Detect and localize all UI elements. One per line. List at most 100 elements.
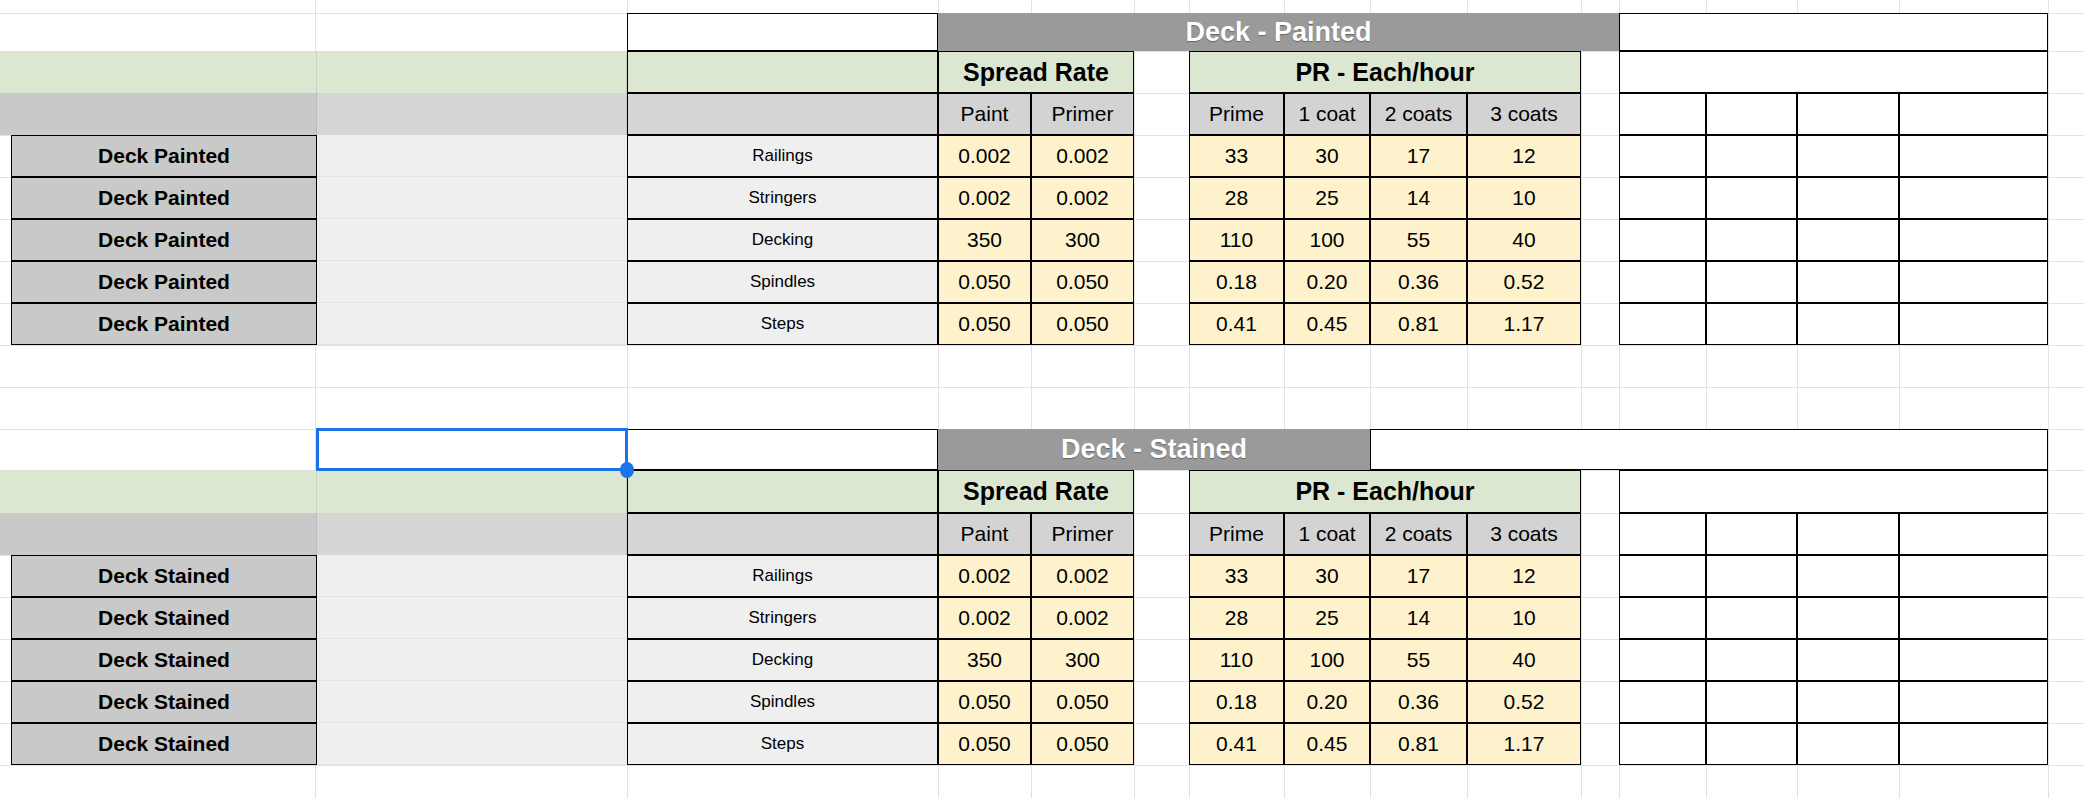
fill-cell[interactable] [317,303,627,345]
fill-cell[interactable] [317,177,627,219]
fill-cell[interactable] [0,51,317,93]
value-cell[interactable]: 33 [1189,135,1284,177]
col-head-paint[interactable]: Paint [938,513,1031,555]
row-label-cell[interactable]: Deck Stained [11,723,317,765]
value-cell[interactable]: 0.002 [1031,597,1134,639]
empty-cell[interactable] [1706,639,1797,681]
empty-cell[interactable] [1619,723,1706,765]
empty-cell[interactable] [1619,135,1706,177]
empty-cell[interactable] [1899,261,2048,303]
value-cell[interactable]: 300 [1031,639,1134,681]
value-cell[interactable]: 25 [1284,177,1370,219]
empty-cell[interactable] [1619,597,1706,639]
value-cell[interactable]: 12 [1467,135,1581,177]
empty-cell[interactable] [1797,261,1899,303]
value-cell[interactable]: 0.45 [1284,303,1370,345]
value-cell[interactable]: 10 [1467,597,1581,639]
value-cell[interactable]: 0.002 [1031,555,1134,597]
item-cell[interactable]: Stringers [627,597,938,639]
empty-cell[interactable] [1619,261,1706,303]
empty-cell[interactable] [1619,681,1706,723]
row-label-cell[interactable]: Deck Stained [11,639,317,681]
fill-cell[interactable] [317,555,627,597]
fill-cell[interactable] [317,513,627,555]
col-head-paint[interactable]: Paint [938,93,1031,135]
col-head-1coat[interactable]: 1 coat [1284,513,1370,555]
empty-cell[interactable] [1619,303,1706,345]
empty-cell[interactable] [1619,555,1706,597]
fill-cell[interactable] [0,93,317,135]
empty-cell[interactable] [1706,555,1797,597]
value-cell[interactable]: 350 [938,219,1031,261]
empty-cell[interactable] [1619,470,2048,513]
empty-cell[interactable] [1706,723,1797,765]
fill-cell[interactable] [317,51,627,93]
value-cell[interactable]: 0.050 [1031,303,1134,345]
item-cell[interactable]: Railings [627,135,938,177]
empty-cell[interactable] [1706,219,1797,261]
fill-cell[interactable] [627,513,938,555]
value-cell[interactable]: 100 [1284,219,1370,261]
empty-cell[interactable] [1706,513,1797,555]
value-cell[interactable]: 0.36 [1370,261,1467,303]
value-cell[interactable]: 0.002 [938,555,1031,597]
value-cell[interactable]: 0.002 [938,177,1031,219]
value-cell[interactable]: 0.002 [938,135,1031,177]
value-cell[interactable]: 0.050 [938,261,1031,303]
value-cell[interactable]: 28 [1189,597,1284,639]
spread-rate-header[interactable]: Spread Rate [938,51,1134,93]
fill-cell[interactable] [0,470,317,513]
fill-cell[interactable] [317,219,627,261]
empty-cell[interactable] [1797,681,1899,723]
value-cell[interactable]: 1.17 [1467,303,1581,345]
value-cell[interactable]: 300 [1031,219,1134,261]
empty-cell[interactable] [1619,219,1706,261]
fill-cell[interactable] [627,51,938,93]
item-cell[interactable]: Decking [627,639,938,681]
row-label-cell[interactable]: Deck Painted [11,219,317,261]
value-cell[interactable]: 12 [1467,555,1581,597]
value-cell[interactable]: 14 [1370,177,1467,219]
value-cell[interactable]: 0.050 [1031,681,1134,723]
fill-cell[interactable] [317,681,627,723]
empty-cell[interactable] [1706,303,1797,345]
value-cell[interactable]: 17 [1370,135,1467,177]
row-label-cell[interactable]: Deck Stained [11,681,317,723]
value-cell[interactable]: 110 [1189,639,1284,681]
empty-cell[interactable] [1899,513,2048,555]
empty-cell[interactable] [1899,639,2048,681]
empty-cell[interactable] [1619,513,1706,555]
spread-rate-header[interactable]: Spread Rate [938,470,1134,513]
value-cell[interactable]: 0.050 [938,303,1031,345]
value-cell[interactable]: 40 [1467,639,1581,681]
value-cell[interactable]: 0.52 [1467,261,1581,303]
empty-cell[interactable] [1797,219,1899,261]
value-cell[interactable]: 1.17 [1467,723,1581,765]
empty-cell[interactable] [1797,303,1899,345]
row-label-cell[interactable]: Deck Painted [11,303,317,345]
empty-cell[interactable] [1706,135,1797,177]
value-cell[interactable]: 0.81 [1370,723,1467,765]
empty-cell[interactable] [1899,681,2048,723]
empty-cell[interactable] [1797,135,1899,177]
row-label-cell[interactable]: Deck Stained [11,555,317,597]
empty-cell[interactable] [1706,261,1797,303]
col-head-2coats[interactable]: 2 coats [1370,93,1467,135]
col-head-3coats[interactable]: 3 coats [1467,513,1581,555]
empty-cell[interactable] [1899,135,2048,177]
empty-cell[interactable] [1899,93,2048,135]
row-label-cell[interactable]: Deck Painted [11,177,317,219]
empty-cell[interactable] [1619,639,1706,681]
value-cell[interactable]: 17 [1370,555,1467,597]
empty-cell[interactable] [1619,177,1706,219]
empty-cell[interactable] [1797,177,1899,219]
value-cell[interactable]: 14 [1370,597,1467,639]
empty-cell[interactable] [1370,429,2048,470]
value-cell[interactable]: 55 [1370,219,1467,261]
empty-cell[interactable] [1619,13,2048,51]
value-cell[interactable]: 0.050 [1031,261,1134,303]
value-cell[interactable]: 0.002 [1031,135,1134,177]
value-cell[interactable]: 0.002 [1031,177,1134,219]
value-cell[interactable]: 0.18 [1189,681,1284,723]
value-cell[interactable]: 0.52 [1467,681,1581,723]
